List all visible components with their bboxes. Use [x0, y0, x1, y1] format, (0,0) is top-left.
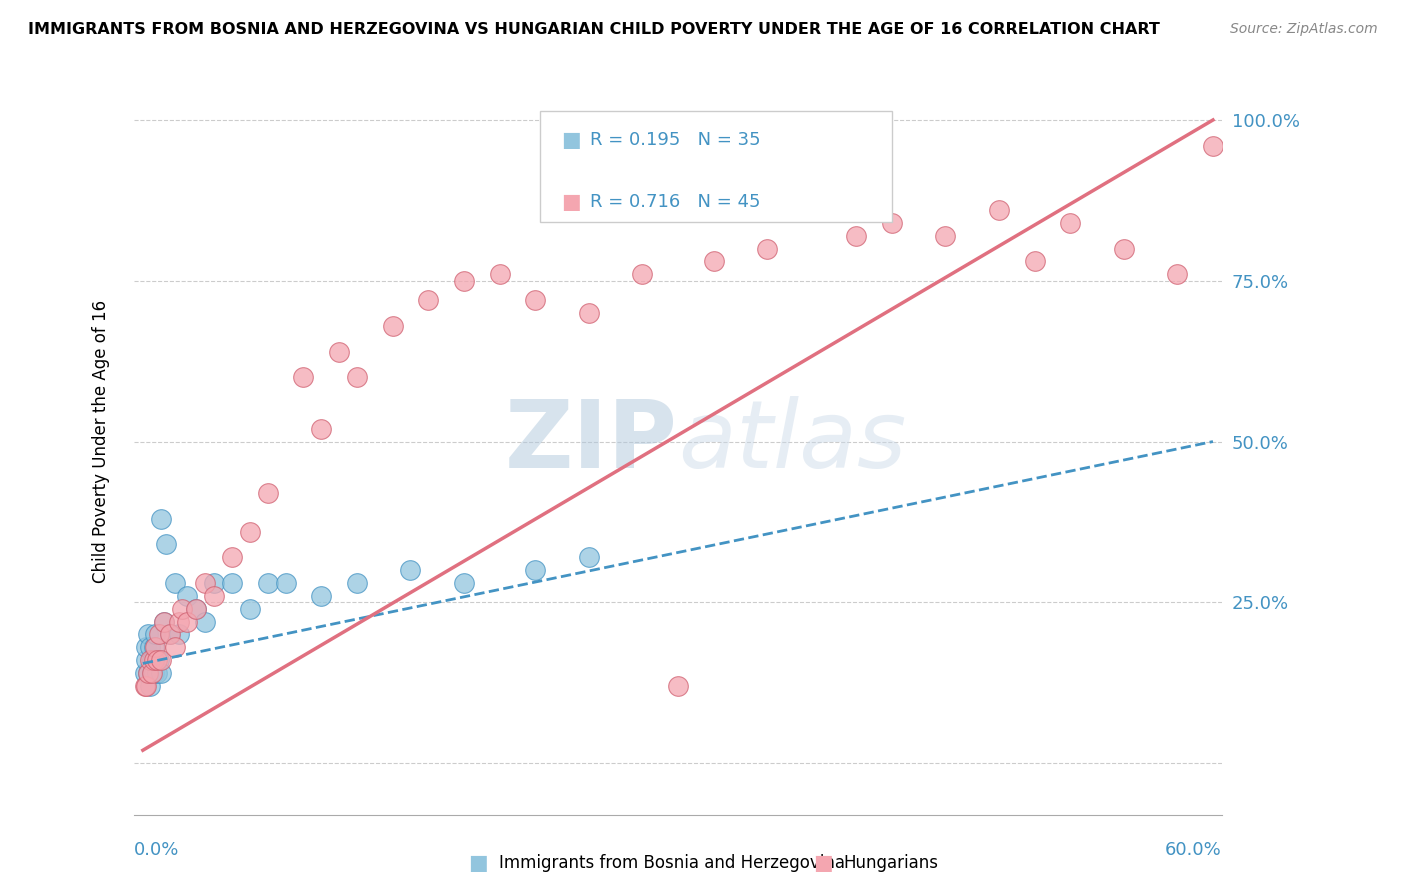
Point [666, 679, 689, 693]
Point [141, 653, 163, 667]
Point [524, 563, 547, 577]
Text: Source: ZipAtlas.com: Source: ZipAtlas.com [1230, 22, 1378, 37]
Point [139, 640, 162, 655]
Point [135, 640, 157, 655]
Point [221, 576, 243, 591]
Text: ■: ■ [813, 854, 832, 873]
Point [578, 306, 600, 320]
Point [1166, 268, 1188, 282]
Point [202, 589, 225, 603]
Point [328, 344, 350, 359]
Text: R = 0.195   N = 35: R = 0.195 N = 35 [589, 131, 761, 149]
Point [159, 627, 181, 641]
Point [141, 666, 163, 681]
Text: Immigrants from Bosnia and Herzegovina: Immigrants from Bosnia and Herzegovina [499, 855, 845, 872]
Point [148, 627, 170, 641]
Text: R = 0.716   N = 45: R = 0.716 N = 45 [589, 193, 761, 211]
Point [136, 666, 159, 681]
Point [172, 601, 194, 615]
Point [167, 615, 190, 629]
Point [381, 318, 404, 333]
Point [159, 627, 181, 641]
Text: ■: ■ [561, 192, 581, 211]
Point [274, 576, 297, 591]
Point [880, 216, 903, 230]
Point [139, 679, 162, 693]
Point [418, 293, 440, 307]
Point [453, 274, 475, 288]
Text: ■: ■ [561, 130, 581, 150]
Point [135, 653, 157, 667]
Point [399, 563, 422, 577]
Point [309, 422, 332, 436]
Point [987, 202, 1010, 217]
Point [136, 666, 159, 681]
Point [194, 576, 217, 591]
Point [346, 576, 368, 591]
Point [845, 228, 868, 243]
Text: 60.0%: 60.0% [1166, 841, 1222, 859]
Point [186, 601, 208, 615]
Point [631, 268, 654, 282]
Point [142, 666, 165, 681]
Point [176, 615, 198, 629]
Point [167, 627, 190, 641]
Point [239, 601, 262, 615]
Point [143, 627, 166, 641]
Point [153, 615, 176, 629]
Point [163, 576, 186, 591]
Point [136, 627, 159, 641]
Point [578, 550, 600, 565]
Point [155, 537, 177, 551]
Point [292, 370, 315, 384]
Point [756, 242, 779, 256]
Point [703, 254, 725, 268]
Point [524, 293, 547, 307]
Point [149, 512, 172, 526]
Point [453, 576, 475, 591]
Text: ZIP: ZIP [505, 395, 678, 488]
Point [221, 550, 243, 565]
Text: atlas: atlas [678, 396, 905, 487]
Point [143, 640, 166, 655]
Text: ■: ■ [468, 854, 488, 873]
Text: 0.0%: 0.0% [134, 841, 180, 859]
Point [256, 486, 278, 500]
Point [139, 653, 162, 667]
Point [186, 601, 208, 615]
Point [202, 576, 225, 591]
Point [1202, 138, 1225, 153]
Point [134, 679, 156, 693]
Point [176, 589, 198, 603]
Text: IMMIGRANTS FROM BOSNIA AND HERZEGOVINA VS HUNGARIAN CHILD POVERTY UNDER THE AGE : IMMIGRANTS FROM BOSNIA AND HERZEGOVINA V… [28, 22, 1160, 37]
Y-axis label: Child Poverty Under the Age of 16: Child Poverty Under the Age of 16 [93, 300, 110, 583]
Point [149, 653, 172, 667]
Point [142, 653, 165, 667]
Point [141, 666, 163, 681]
Point [149, 666, 172, 681]
Point [239, 524, 262, 539]
Text: Hungarians: Hungarians [844, 855, 939, 872]
Point [194, 615, 217, 629]
Point [146, 653, 169, 667]
Point [135, 679, 157, 693]
Point [488, 268, 510, 282]
Point [309, 589, 332, 603]
Point [146, 666, 169, 681]
Point [1024, 254, 1046, 268]
Point [934, 228, 956, 243]
Point [148, 653, 170, 667]
Point [134, 666, 156, 681]
Point [1112, 242, 1135, 256]
Point [163, 640, 186, 655]
Point [1059, 216, 1081, 230]
Point [346, 370, 368, 384]
Point [256, 576, 278, 591]
Point [142, 640, 165, 655]
Point [153, 615, 176, 629]
